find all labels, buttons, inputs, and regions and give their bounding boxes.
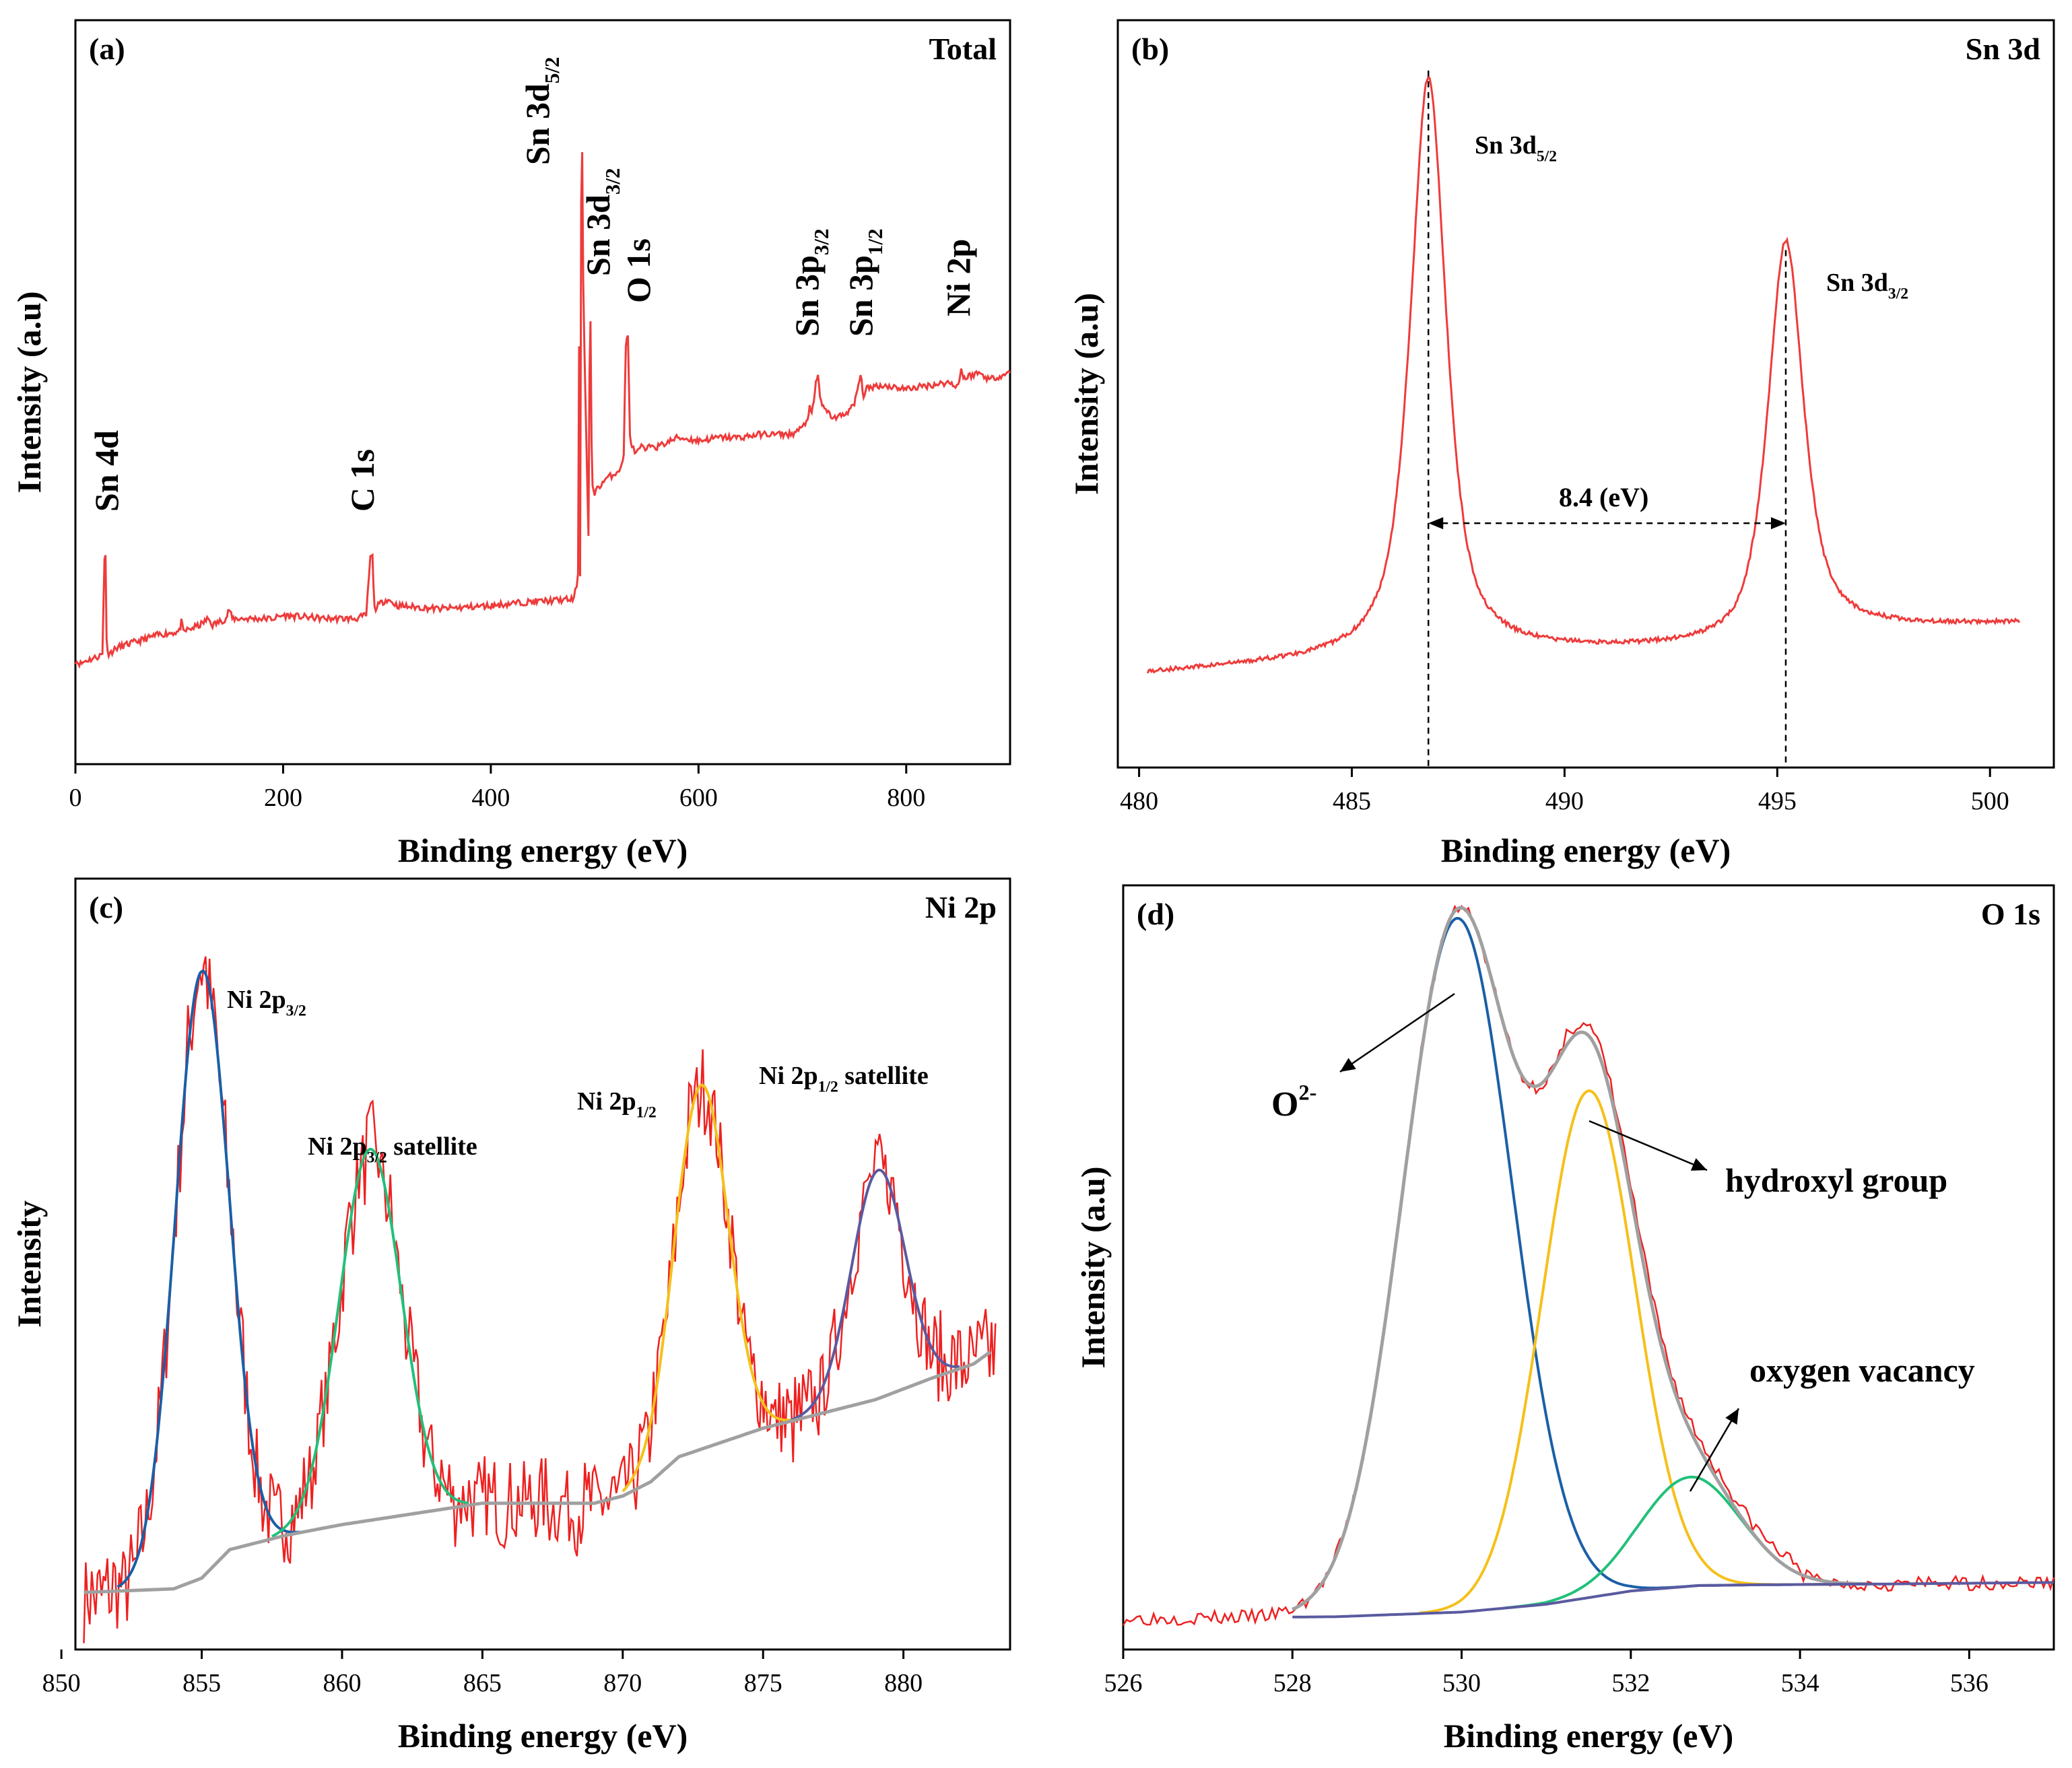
background-line (1292, 1582, 2054, 1617)
panel-label: (c) (89, 890, 123, 924)
arrowhead (1725, 1408, 1739, 1425)
subscript: 3/2 (1888, 285, 1908, 302)
y-axis-title: Intensity (a.u) (10, 291, 48, 493)
panel-label: (b) (1131, 32, 1169, 66)
subscript: 1/2 (636, 1103, 657, 1121)
peak-label: Ni 2p3/2 (227, 986, 306, 1019)
x-tick-label: 865 (463, 1669, 502, 1697)
raw-spectrum-line (84, 957, 996, 1643)
subscript: 3/2 (809, 228, 833, 255)
peak-label: Sn 3p1/2 (842, 228, 887, 337)
fit-curve (1292, 918, 1842, 1609)
subscript: 5/2 (1537, 147, 1557, 165)
y-axis-title: Intensity (a.u) (1074, 1166, 1112, 1368)
panel-title: Total (929, 32, 997, 66)
background-line (84, 1352, 991, 1592)
x-axis-title: Binding energy (eV) (398, 831, 688, 869)
x-tick-label: 490 (1545, 787, 1584, 815)
peak-label: O 1s (620, 238, 657, 303)
x-tick-label: 500 (1971, 787, 2009, 815)
x-tick-label: 485 (1333, 787, 1371, 815)
panel-label: (a) (89, 32, 125, 66)
x-tick-label: 0 (69, 784, 82, 812)
x-tick-label: 200 (264, 784, 302, 812)
peak-label: C 1s (343, 449, 381, 512)
plot-frame (1118, 20, 2054, 768)
x-tick-label: 528 (1273, 1669, 1312, 1697)
x-axis-title: Binding energy (eV) (398, 1717, 688, 1755)
x-tick-label: 880 (884, 1669, 923, 1697)
x-tick-label: 600 (679, 784, 718, 812)
panel-title: O 1s (1981, 897, 2040, 931)
x-tick-label: 800 (887, 784, 925, 812)
peak-label: Sn 3p3/2 (788, 228, 833, 337)
x-tick-label: 850 (42, 1669, 81, 1697)
plot-frame (75, 879, 1010, 1650)
envelope-line (1292, 908, 1867, 1609)
x-tick-label: 530 (1442, 1669, 1481, 1697)
annotation-arrow (1340, 994, 1455, 1072)
panel-b-sn3d: 480 485 490 495 500 (b) Sn 3d Binding energy (e… (1067, 20, 2054, 869)
x-tick-label: 870 (603, 1669, 642, 1697)
splitting-label: 8.4 (eV) (1559, 482, 1648, 512)
annotation-arrow (1589, 1121, 1707, 1170)
raw-spectrum-line (1123, 906, 2054, 1625)
x-tick-label: 480 (1120, 787, 1158, 815)
peak-label: Sn 3d3/2 (579, 168, 624, 276)
subscript: 3/2 (367, 1149, 387, 1166)
x-tick-label: 534 (1781, 1669, 1819, 1697)
label-tail: satellite (387, 1132, 477, 1161)
y-axis-title: Intensity (10, 1200, 48, 1328)
xps-figure: 0 200 400 600 800 (a) Total Binding energy (eV)… (0, 0, 2072, 1768)
arrowhead-right (1771, 517, 1786, 529)
peak-label: Sn 3d5/2 (1475, 131, 1557, 165)
subscript: 1/2 (863, 228, 887, 255)
fit-curve (272, 1149, 469, 1536)
x-tick-label: 495 (1758, 787, 1797, 815)
superscript: 2- (1298, 1081, 1316, 1105)
y-axis-title: Intensity (a.u) (1067, 293, 1105, 495)
x-tick-label: 860 (323, 1669, 361, 1697)
arrowhead-left (1428, 517, 1443, 529)
panel-label: (d) (1137, 897, 1174, 931)
peak-label: Sn 3d3/2 (1826, 269, 1908, 302)
subscript: 3/2 (286, 1002, 306, 1019)
subscript: 5/2 (540, 57, 564, 83)
fit-curve (1504, 1477, 1867, 1608)
fit-curve (791, 1170, 960, 1420)
panel-c-ni2p: 850 855 860 865 870 875 880 (c) Ni 2p Binding ene… (10, 879, 1010, 1755)
subscript: 3/2 (601, 168, 624, 195)
x-tick-label: 536 (1950, 1669, 1989, 1697)
panel-title: Ni 2p (925, 890, 997, 924)
peak-label: Ni 2p1/2 satellite (759, 1062, 929, 1095)
panel-a-survey: 0 200 400 600 800 (a) Total Binding energy (eV)… (10, 20, 1010, 869)
peak-label: Sn 3d5/2 (519, 57, 564, 165)
peak-label: Ni 2p3/2 satellite (308, 1132, 477, 1166)
x-axis-title: Binding energy (eV) (1441, 831, 1731, 869)
x-tick-label: 400 (471, 784, 510, 812)
panel-title: Sn 3d (1966, 32, 2041, 66)
sn3d-spectrum-line (1147, 77, 2019, 673)
arrowhead (1340, 1058, 1356, 1072)
x-tick-label: 532 (1611, 1669, 1650, 1697)
peak-label: oxygen vacancy (1749, 1351, 1975, 1389)
label-tail: satellite (838, 1062, 929, 1090)
peak-label: hydroxyl group (1725, 1161, 1947, 1199)
x-tick-label: 526 (1104, 1669, 1143, 1697)
peak-label: O2- (1271, 1081, 1316, 1124)
peak-label: Ni 2p (939, 239, 977, 316)
subscript: 1/2 (818, 1078, 838, 1095)
panel-d-o1s: 526 528 530 532 534 536 (d) O 1s Binding energy … (1074, 885, 2054, 1755)
peak-label: Sn 4d (88, 430, 125, 512)
peak-label: Ni 2p1/2 (577, 1087, 657, 1121)
x-tick-label: 855 (182, 1669, 221, 1697)
x-tick-label: 875 (744, 1669, 782, 1697)
fit-curve (623, 1085, 791, 1491)
plot-frame (1123, 885, 2054, 1650)
x-axis-title: Binding energy (eV) (1444, 1717, 1734, 1755)
fit-curve (118, 971, 300, 1587)
